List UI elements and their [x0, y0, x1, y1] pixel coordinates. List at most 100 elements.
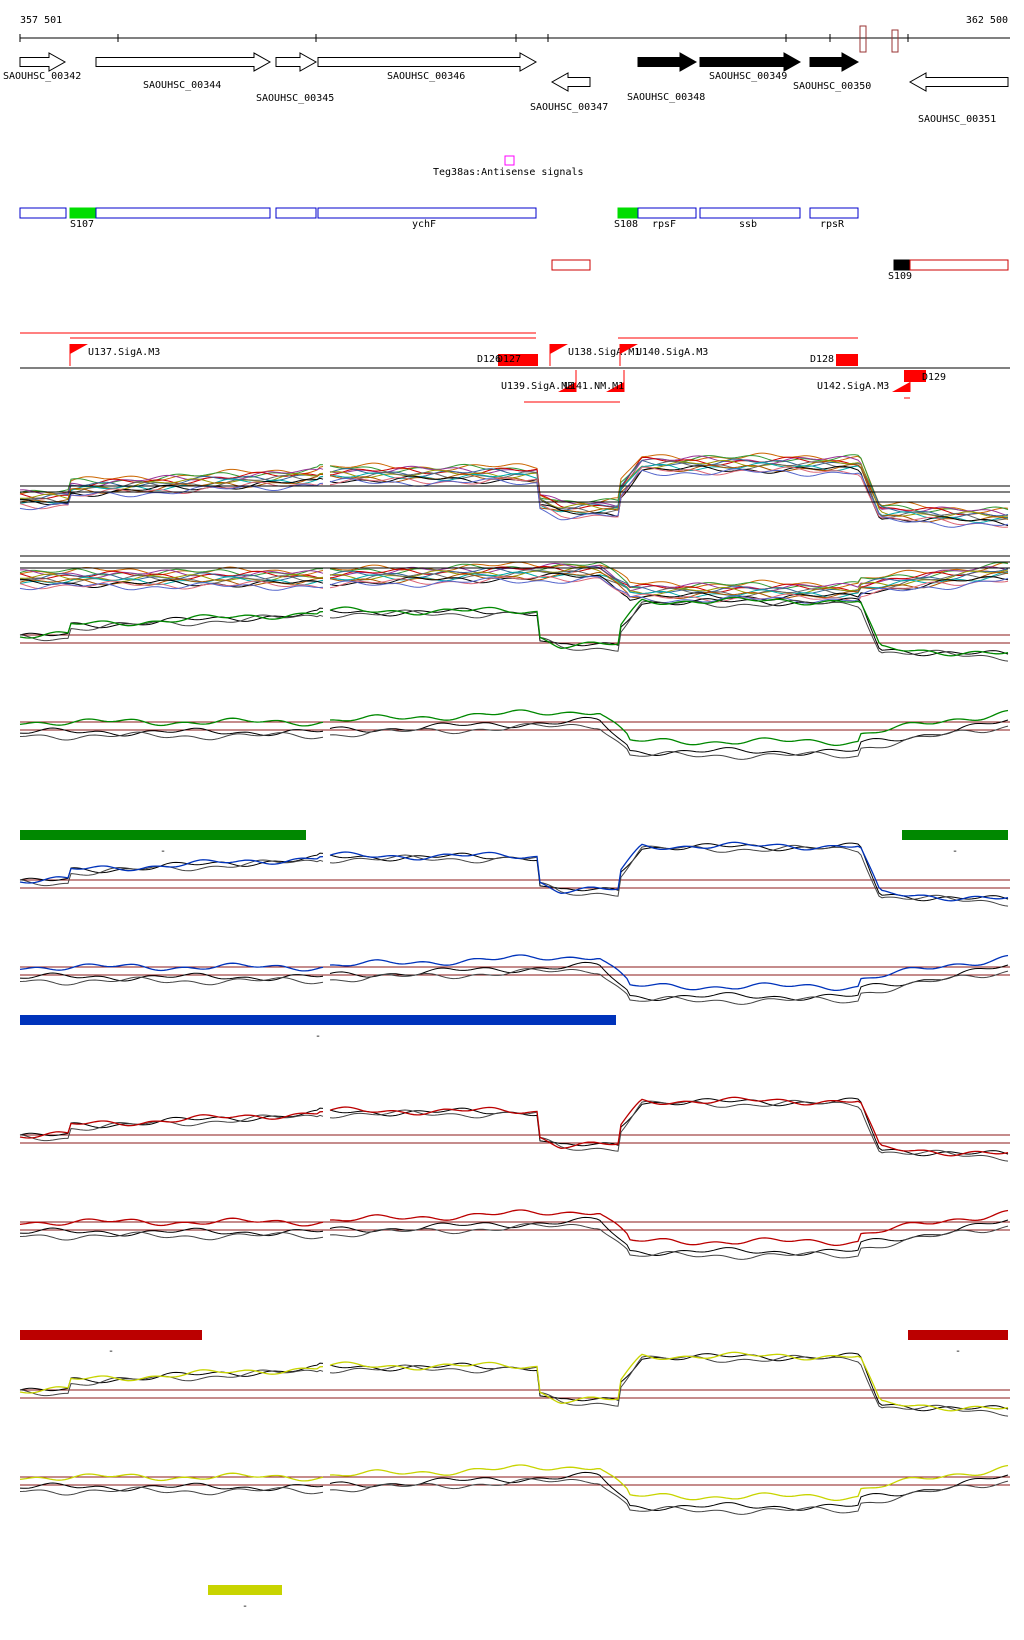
profile-line [329, 562, 1009, 592]
condition-significance-bar[interactable] [908, 1330, 1008, 1340]
condition-bar-label: - [315, 1031, 321, 1042]
condition-significance-bar[interactable] [20, 1330, 202, 1340]
profile-line [19, 576, 324, 586]
condition-panel: - [19, 1351, 1010, 1612]
antisense-segment[interactable] [551, 259, 591, 271]
profile-line-control [19, 1231, 324, 1241]
condition-panel: - [19, 841, 1010, 1042]
transcript-segment[interactable] [893, 259, 911, 271]
profile-line-condition [19, 962, 324, 972]
promoter-marker[interactable]: U137.SigA.M3 [69, 344, 160, 366]
gene-arrow[interactable] [809, 52, 860, 72]
promoter-flag[interactable] [892, 382, 910, 392]
condition-bar-label: - [952, 846, 958, 857]
antisense-signal-marker[interactable] [504, 155, 515, 166]
promoter-flag[interactable] [620, 344, 638, 354]
profile-line-control [329, 1097, 1009, 1157]
condition-significance-bar[interactable] [902, 830, 1008, 840]
profile-line-condition [19, 610, 324, 639]
gene-arrow[interactable] [699, 52, 802, 72]
profile-line [329, 575, 1009, 603]
profile-line-condition [329, 596, 1009, 657]
promoter-flag[interactable] [606, 382, 624, 392]
profile-line-control [329, 1352, 1009, 1412]
gene-arrow[interactable] [317, 52, 538, 72]
antisense-segment[interactable] [909, 259, 1009, 271]
segment-label: ssb [739, 219, 757, 230]
profile-line-condition [19, 855, 324, 884]
gene-arrow[interactable] [908, 72, 1009, 92]
profile-line-control [329, 968, 1009, 1005]
segment-label: ychF [412, 219, 436, 230]
promoter-label: D127 [497, 354, 521, 365]
profile-line-control [329, 1478, 1009, 1515]
gene-arrow[interactable] [637, 52, 698, 72]
profile-line-condition [329, 1209, 1009, 1247]
condition-bar-label: - [160, 846, 166, 857]
transcript-segment[interactable] [617, 207, 639, 219]
profile-line-control [19, 1486, 324, 1496]
profile-line-condition [329, 1464, 1009, 1502]
promoter-label: U141.NM.M1 [564, 381, 624, 392]
promoter-flag[interactable] [550, 344, 568, 354]
profile-line-condition [19, 1365, 324, 1394]
gene-label: SAOUHSC_00350 [793, 81, 871, 92]
segment-label: S109 [888, 271, 912, 282]
profile-line-control [329, 716, 1009, 757]
segment-label: S108 [614, 219, 638, 230]
transcript-segment[interactable] [317, 207, 537, 219]
condition-significance-bar[interactable] [20, 1015, 616, 1025]
gene-arrow[interactable] [275, 52, 318, 72]
transcript-segment[interactable] [95, 207, 271, 219]
transcript-segment[interactable] [637, 207, 697, 219]
condition-significance-bar[interactable] [20, 830, 306, 840]
promoter-box[interactable] [516, 354, 538, 366]
gene-arrow[interactable] [95, 52, 272, 72]
segment-label: rpsR [820, 219, 845, 230]
transcript-segment[interactable] [275, 207, 317, 219]
antisense-signal: Teg38as:Antisense signals [433, 155, 584, 178]
transcript-segment-track: S107 ychF S108 rpsF ssb rpsR S109 [19, 207, 1009, 282]
promoter-marker[interactable]: U138.SigA.M1 [549, 344, 640, 366]
profile-line-control [329, 842, 1009, 902]
promoter-marker[interactable]: U141.NM.M1 [564, 370, 625, 392]
profile-line [329, 468, 1009, 528]
transcript-segment[interactable] [809, 207, 859, 219]
profile-line-control [19, 976, 324, 986]
profile-line [19, 569, 324, 579]
gene-arrow[interactable] [19, 52, 67, 72]
transcript-segment[interactable] [699, 207, 801, 219]
transcript-segment[interactable] [69, 207, 97, 219]
promoter-marker[interactable]: U142.SigA.M3 [817, 370, 911, 392]
promoter-marker[interactable]: D129 [904, 370, 946, 383]
profile-line-control [329, 961, 1009, 1002]
condition-significance-bar[interactable] [208, 1585, 282, 1595]
profile-line-control [329, 597, 1009, 657]
profile-line-condition [329, 841, 1009, 902]
promoter-marker[interactable]: U139.SigA.M3 [501, 370, 577, 392]
promoter-box[interactable] [498, 354, 520, 366]
ruler-gap-marker [859, 25, 867, 53]
promoter-marker[interactable]: D126 [477, 354, 520, 366]
promoter-box[interactable] [904, 370, 926, 382]
coordinate-ruler: 357 501 362 500 [19, 15, 1010, 53]
gene-arrow[interactable] [550, 72, 591, 92]
profile-line [329, 458, 1009, 518]
promoter-box[interactable] [836, 354, 858, 366]
segment-label: S107 [70, 219, 94, 230]
gene-label: SAOUHSC_00344 [143, 80, 221, 91]
all-conditions-overlay [19, 452, 1010, 604]
promoter-flag[interactable] [558, 382, 576, 392]
profile-line-condition [19, 1217, 324, 1227]
profile-line [19, 482, 324, 511]
transcript-segment[interactable] [19, 207, 67, 219]
condition-panel: -- [19, 596, 1010, 857]
promoter-marker[interactable]: U140.SigA.M3 [619, 344, 708, 366]
promoter-marker[interactable]: D128 [810, 354, 858, 366]
profile-line [19, 473, 324, 503]
promoter-marker[interactable]: D127 [497, 354, 538, 366]
promoter-flag[interactable] [70, 344, 88, 354]
profile-line-control [19, 1227, 324, 1237]
profile-line [329, 456, 1009, 519]
